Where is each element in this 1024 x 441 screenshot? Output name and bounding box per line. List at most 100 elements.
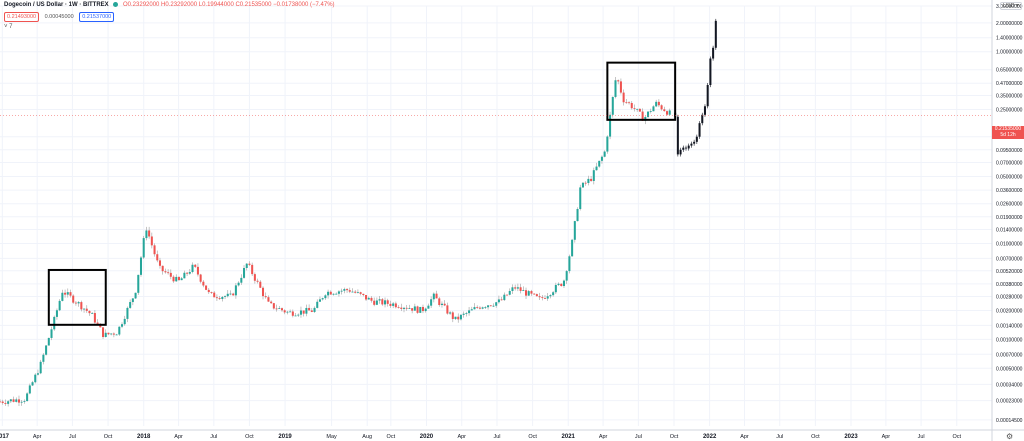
y-tick-label: 0.07000000 [996,160,1023,166]
candle [514,287,517,289]
candle [234,285,237,296]
candle [202,281,205,286]
candle [606,136,609,152]
x-tick-label: 2021 [562,434,576,440]
symbol-title[interactable]: Dogecoin / US Dollar · 1W · BITTREX [4,2,109,9]
candle [161,265,164,272]
currency-button[interactable]: USD ▾ [1000,2,1022,10]
candle [432,293,435,300]
candle [4,402,7,404]
candle [213,292,216,298]
candle [663,109,666,112]
candle [142,238,145,258]
candle [253,274,256,281]
candle [272,303,275,309]
candle [107,332,110,335]
candle [74,302,77,304]
candle [93,313,96,323]
y-tick-label: 3.00000000 [996,4,1023,10]
candle [381,299,384,305]
candle [126,307,129,319]
x-tick-label: 2023 [844,434,858,440]
candle [557,283,560,285]
candle [104,332,107,337]
candle [232,293,235,296]
candle [91,313,94,314]
candle [459,314,462,320]
candle [571,239,574,257]
candle [402,307,406,309]
x-tick-label: Jul [69,434,76,440]
y-tick-label: 1.00000000 [996,50,1023,56]
y-tick-label: 0.00200000 [996,309,1023,315]
candle [280,308,284,311]
candle [657,101,660,106]
candle [267,297,270,302]
candle [419,306,422,313]
candle [264,296,267,298]
ohlc-values: O0.23292000 H0.23292000 L0.19944000 C0.2… [123,2,335,9]
candle [9,399,12,402]
candle [633,108,636,110]
y-tick-label: 2.00000000 [996,21,1023,27]
candle [443,303,446,306]
candle [123,318,126,325]
candle [129,302,132,308]
price-boxes: 0.21493000 0.00045000 0.21537000 [4,12,116,22]
candle [649,111,652,113]
x-tick-label: Jul [210,434,217,440]
candle [359,292,362,294]
candle [153,245,156,255]
candle [636,108,639,110]
candle [305,307,308,314]
indicators-toggle[interactable]: ˅ 7 [4,24,13,30]
x-tick-label: Apr [174,434,183,440]
y-tick-label: 0.01400000 [996,228,1023,234]
candle [598,160,601,167]
candle [478,307,481,309]
sell-price-box[interactable]: 0.21493000 [4,12,40,22]
x-tick-label: Apr [599,434,608,440]
x-tick-label: Oct [952,434,961,440]
candle [386,300,389,304]
candle [630,103,633,109]
x-tick-label: 2022 [703,434,717,440]
candle [102,327,105,337]
x-tick-label: Aug [362,434,372,440]
candle [28,385,31,394]
y-tick-label: 0.35000000 [996,93,1023,99]
candle [655,101,658,107]
gear-icon[interactable]: ⚙ [1006,432,1014,441]
candle [449,312,452,314]
candle [26,393,29,402]
candle [679,149,682,155]
candle [55,310,58,317]
candle [581,182,584,188]
candle [191,264,194,272]
candle [535,294,538,297]
candle [628,102,631,104]
candle [397,307,400,309]
candle [12,399,15,402]
candle [370,297,373,301]
candle [587,178,590,183]
candle [690,143,693,146]
candle [435,293,438,299]
candle [468,310,471,314]
candle [243,267,246,278]
candle [687,145,690,149]
candle [229,293,232,295]
candle [45,345,48,355]
buy-price-box[interactable]: 0.21537000 [79,12,115,22]
candle [527,291,530,296]
candle [424,308,427,312]
candle [609,114,612,137]
candle [519,287,522,291]
highlight-box [47,268,107,326]
candle [668,110,671,115]
candle [451,312,454,319]
candle [476,307,479,308]
candle [64,292,67,295]
candle [289,311,292,313]
